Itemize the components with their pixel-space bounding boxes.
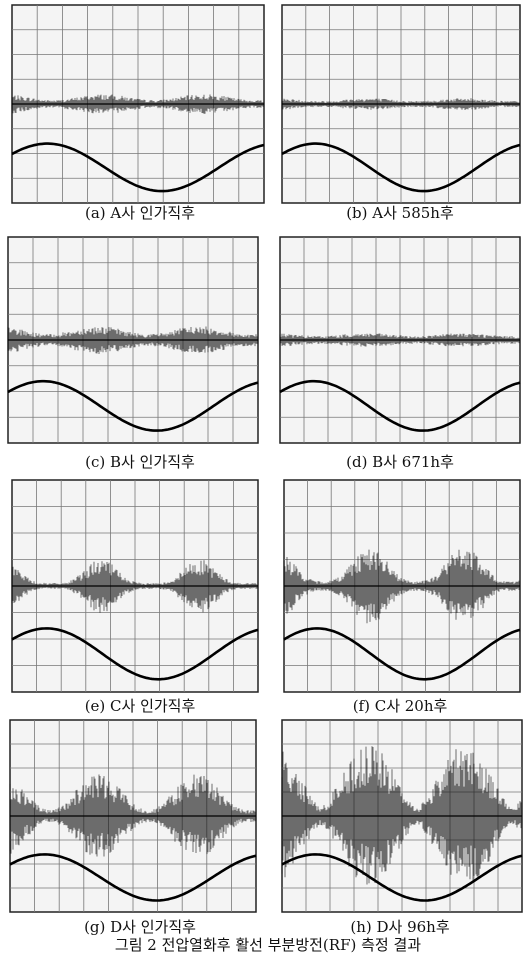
- scope-screen: [12, 480, 258, 692]
- panel-caption: (g) D사 인가직후: [84, 918, 196, 936]
- scope-screen: [8, 237, 258, 443]
- panel-caption: (b) A사 585h후: [346, 204, 454, 222]
- scope-screen: [12, 5, 264, 203]
- scope-screen: [284, 480, 520, 692]
- panel-caption: (d) B사 671h후: [346, 453, 454, 471]
- panel-caption: (h) D사 96h후: [350, 918, 449, 936]
- scope-screen: [10, 720, 256, 912]
- figure-caption: 그림 2 전압열화후 활선 부분방전(RF) 측정 결과: [115, 936, 421, 954]
- scope-screen: [280, 237, 520, 443]
- panel-caption: (a) A사 인가직후: [85, 204, 195, 222]
- scope-screen: [282, 720, 522, 912]
- figure: (a) A사 인가직후 (b) A사 585h후 (c) B사 인가직후 (d)…: [0, 0, 530, 957]
- scope-screen: [282, 5, 520, 203]
- panel-caption: (e) C사 인가직후: [85, 697, 196, 715]
- panel-caption: (f) C사 20h후: [353, 697, 448, 715]
- panel-caption: (c) B사 인가직후: [85, 453, 195, 471]
